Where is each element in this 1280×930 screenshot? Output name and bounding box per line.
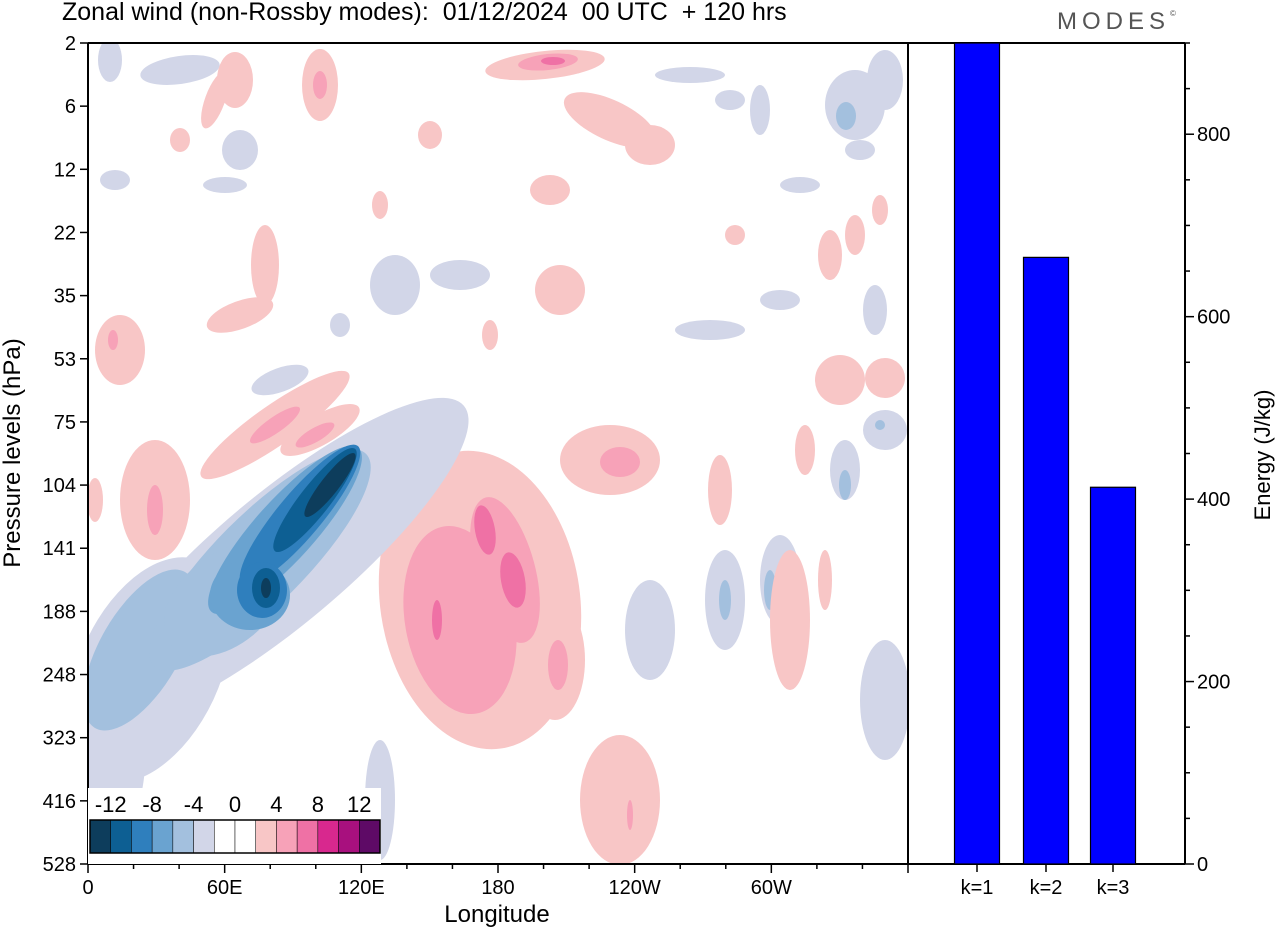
colorbar-label: -4 xyxy=(184,792,204,817)
colorbar-label: 4 xyxy=(270,792,282,817)
y-tick-label: 35 xyxy=(54,286,76,308)
y-tick-label: 141 xyxy=(43,538,76,560)
colorbar-swatch xyxy=(296,819,319,854)
logo-mark: © xyxy=(1170,9,1176,18)
y-axis-label: Pressure levels (hPa) xyxy=(0,338,26,567)
x-tick-label: 120E xyxy=(338,877,385,899)
y-tick-label: 188 xyxy=(43,601,76,623)
y-tick-label: 53 xyxy=(54,349,76,371)
y-tick-label: 528 xyxy=(43,854,76,876)
bar-category-label: k=3 xyxy=(1097,877,1130,899)
colorbar-label: 0 xyxy=(229,792,241,817)
colorbar-swatch xyxy=(276,819,298,854)
energy-tick-label: 0 xyxy=(1197,854,1208,876)
colorbar-label: 12 xyxy=(347,792,371,817)
colorbar-swatch xyxy=(110,819,132,854)
y-axis: 2 6 12 22 35 53 75 104 141 188 248 323 416 528 xyxy=(43,33,88,876)
colorbar-label: -8 xyxy=(142,792,162,817)
y-tick-label: 2 xyxy=(65,33,76,55)
bar-category-label: k=2 xyxy=(1030,877,1063,899)
colorbar-swatch xyxy=(131,819,153,854)
colorbar-swatch xyxy=(317,819,339,854)
tropo-anomalies xyxy=(88,355,907,560)
y-tick-label: 416 xyxy=(43,791,76,813)
energy-bar xyxy=(953,42,1001,865)
jet-negative xyxy=(88,397,469,860)
x-tick-label: 60W xyxy=(751,877,792,899)
energy-bars: k=1 k=2 k=3 xyxy=(953,42,1137,899)
colorbar-swatch xyxy=(338,819,360,854)
energy-axis: 0 200 400 600 800 xyxy=(1185,42,1230,876)
y-tick-label: 75 xyxy=(54,412,76,434)
energy-tick-label: 400 xyxy=(1197,489,1230,511)
energy-tick-label: 600 xyxy=(1197,307,1230,329)
y-tick-label: 104 xyxy=(43,475,76,497)
colorbar-swatch xyxy=(255,819,277,854)
energy-bar xyxy=(1022,256,1070,865)
colorbar-outline xyxy=(89,819,381,854)
colorbar-label: -12 xyxy=(95,792,127,817)
energy-axis-label: Energy (J/kg) xyxy=(1250,390,1275,521)
colorbar-swatch xyxy=(193,819,215,854)
energy-tick-label: 200 xyxy=(1197,672,1230,694)
colorbar-label: 8 xyxy=(312,792,324,817)
x-tick-label: 180 xyxy=(481,877,514,899)
x-tick-label: 120W xyxy=(609,877,661,899)
heatmap-field xyxy=(88,43,908,864)
chart-title: Zonal wind (non-Rossby modes): 01/12/202… xyxy=(62,0,787,26)
y-tick-label: 6 xyxy=(65,96,76,118)
colorbar: -12 -8 -4 0 4 8 12 xyxy=(88,788,381,864)
x-axis: 0 60E 120E 180 120W 60W xyxy=(82,864,909,899)
y-tick-label: 12 xyxy=(54,159,76,181)
colorbar-swatch xyxy=(151,819,174,854)
colorbar-swatch xyxy=(359,819,381,854)
logo-text: MODES xyxy=(1057,8,1171,35)
colorbar-swatch xyxy=(234,819,256,854)
y-tick-label: 22 xyxy=(54,222,76,244)
x-axis-label: Longitude xyxy=(444,901,549,928)
colorbar-swatch xyxy=(172,819,194,854)
y-tick-label: 323 xyxy=(43,728,76,750)
mid-anomalies xyxy=(95,195,888,396)
energy-bar xyxy=(1089,486,1137,865)
upper-anomalies xyxy=(98,43,903,219)
x-tick-label: 0 xyxy=(82,877,93,899)
modes-logo: MODES© xyxy=(1057,8,1176,36)
east-anomalies xyxy=(625,535,908,760)
y-tick-label: 248 xyxy=(43,665,76,687)
energy-tick-label: 800 xyxy=(1197,124,1230,146)
colorbar-swatch xyxy=(214,819,236,854)
x-tick-label: 60E xyxy=(207,877,243,899)
pacific-positive xyxy=(378,450,660,864)
bar-category-label: k=1 xyxy=(961,877,994,899)
colorbar-swatch xyxy=(89,819,111,854)
